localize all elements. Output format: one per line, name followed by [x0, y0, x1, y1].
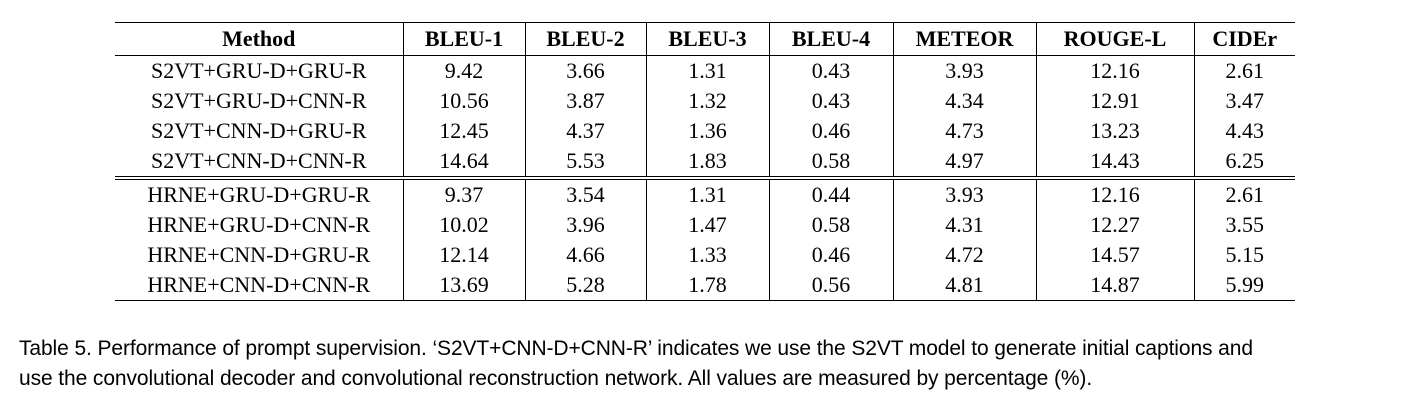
cell-bleu-3: 1.32 [646, 86, 770, 116]
cell-meteor: 4.73 [893, 116, 1037, 146]
cell-method: S2VT+GRU-D+CNN-R [115, 86, 404, 116]
cell-method: S2VT+CNN-D+GRU-R [115, 116, 404, 146]
header-rouge-l: ROUGE-L [1036, 22, 1195, 56]
cell-bleu-4: 0.44 [769, 176, 894, 210]
cell-bleu-2: 3.87 [525, 86, 647, 116]
cell-bleu-2: 3.96 [525, 210, 647, 240]
cell-rouge-l: 14.57 [1036, 240, 1195, 270]
header-row: Method BLEU-1 BLEU-2 BLEU-3 BLEU-4 METEO… [115, 22, 1295, 56]
cell-bleu-4: 0.46 [769, 240, 894, 270]
cell-bleu-3: 1.31 [646, 176, 770, 210]
cell-method: S2VT+GRU-D+GRU-R [115, 55, 404, 86]
cell-cider: 5.15 [1225, 242, 1265, 267]
header-bleu-4: BLEU-4 [769, 22, 894, 56]
header-bleu-2: BLEU-2 [525, 22, 647, 56]
s2vt-group: S2VT+GRU-D+GRU-R 9.42 3.66 1.31 0.43 3.93 12.1… [115, 55, 1295, 178]
cell-bleu-3: 1.31 [646, 55, 770, 86]
cell-bleu-1: 12.14 [403, 240, 526, 270]
cell-method: HRNE+CNN-D+CNN-R [115, 270, 404, 301]
table-row: S2VT+CNN-D+GRU-R 12.45 4.37 1.36 0.46 4.73 13.… [115, 116, 1295, 146]
table-row: HRNE+GRU-D+CNN-R 10.02 3.96 1.47 0.58 4.31 12.… [115, 210, 1295, 240]
cell-rouge-l: 14.43 [1036, 146, 1195, 178]
cell-bleu-1: 10.56 [403, 86, 526, 116]
cell-bleu-1: 14.64 [403, 146, 526, 178]
cell-bleu-3: 1.33 [646, 240, 770, 270]
cell-bleu-2: 5.53 [525, 146, 647, 178]
cell-method: HRNE+GRU-D+GRU-R [115, 176, 404, 210]
header-meteor: METEOR [893, 22, 1037, 56]
cell-meteor: 4.97 [893, 146, 1037, 178]
cell-bleu-4: 0.43 [769, 86, 894, 116]
cell-rouge-l: 12.91 [1036, 86, 1195, 116]
cell-bleu-1: 9.37 [403, 176, 526, 210]
table-caption: Table 5. Performance of prompt supervisi… [19, 334, 1409, 394]
cell-bleu-4: 0.43 [769, 55, 894, 86]
results-table: Method BLEU-1 BLEU-2 BLEU-3 BLEU-4 METEO… [115, 22, 1295, 301]
cell-bleu-3: 1.83 [646, 146, 770, 178]
table-row: S2VT+CNN-D+CNN-R 14.64 5.53 1.83 0.58 4.97 14.… [115, 146, 1295, 178]
cell-cider: 4.43 [1225, 118, 1265, 143]
cell-bleu-2: 3.54 [525, 176, 647, 210]
table-row: HRNE+CNN-D+GRU-R 12.14 4.66 1.33 0.46 4.72 14.… [115, 240, 1295, 270]
cell-rouge-l: 12.16 [1036, 55, 1195, 86]
cell-cider: 3.55 [1225, 212, 1265, 237]
cell-bleu-2: 3.66 [525, 55, 647, 86]
cell-rouge-l: 14.87 [1036, 270, 1195, 301]
cell-bleu-4: 0.58 [769, 210, 894, 240]
cell-meteor: 4.34 [893, 86, 1037, 116]
cell-rouge-l: 12.16 [1036, 176, 1195, 210]
cell-bleu-1: 13.69 [403, 270, 526, 301]
cell-method: S2VT+CNN-D+CNN-R [115, 146, 404, 178]
cell-meteor: 4.31 [893, 210, 1037, 240]
cell-method: HRNE+CNN-D+GRU-R [115, 240, 404, 270]
cell-bleu-4: 0.58 [769, 146, 894, 178]
cell-bleu-2: 4.37 [525, 116, 647, 146]
table-row: S2VT+GRU-D+CNN-R 10.56 3.87 1.32 0.43 4.34 12.… [115, 86, 1295, 116]
cell-bleu-1: 10.02 [403, 210, 526, 240]
cell-cider: 2.61 [1225, 58, 1265, 83]
caption-line-1: Table 5. Performance of prompt supervisi… [19, 337, 1253, 360]
header-bleu-1: BLEU-1 [403, 22, 526, 56]
cell-bleu-3: 1.47 [646, 210, 770, 240]
cell-cider: 6.25 [1225, 148, 1265, 173]
cell-method: HRNE+GRU-D+CNN-R [115, 210, 404, 240]
cell-rouge-l: 13.23 [1036, 116, 1195, 146]
cell-bleu-2: 5.28 [525, 270, 647, 301]
header-method: Method [115, 22, 404, 56]
cell-bleu-4: 0.46 [769, 116, 894, 146]
cell-cider: 2.61 [1194, 176, 1295, 210]
cell-bleu-4: 0.56 [769, 270, 894, 301]
cell-cider: 3.47 [1225, 88, 1265, 113]
cell-rouge-l: 12.27 [1036, 210, 1195, 240]
cell-meteor: 3.93 [893, 55, 1037, 86]
hrne-group: HRNE+GRU-D+GRU-R 9.37 3.54 1.31 0.44 3.93 12.1… [115, 176, 1295, 301]
table-row: S2VT+GRU-D+GRU-R 9.42 3.66 1.31 0.43 3.93 12.1… [115, 55, 1295, 86]
header-cider: CIDEr [1194, 22, 1295, 56]
cell-bleu-1: 12.45 [403, 116, 526, 146]
cell-meteor: 4.72 [893, 240, 1037, 270]
results-table-container: Method BLEU-1 BLEU-2 BLEU-3 BLEU-4 METEO… [115, 22, 1295, 301]
caption-line-2: use the convolutional decoder and convol… [19, 367, 1093, 390]
cell-bleu-2: 4.66 [525, 240, 647, 270]
cell-bleu-3: 1.78 [646, 270, 770, 301]
cell-bleu-3: 1.36 [646, 116, 770, 146]
table-row: HRNE+CNN-D+CNN-R 13.69 5.28 1.78 0.56 4.81 14.… [115, 270, 1295, 301]
cell-meteor: 3.93 [893, 176, 1037, 210]
cell-bleu-1: 9.42 [403, 55, 526, 86]
cell-cider: 5.99 [1194, 270, 1295, 301]
table-row: HRNE+GRU-D+GRU-R 9.37 3.54 1.31 0.44 3.93 12.1… [115, 176, 1295, 210]
cell-meteor: 4.81 [893, 270, 1037, 301]
header-bleu-3: BLEU-3 [646, 22, 770, 56]
